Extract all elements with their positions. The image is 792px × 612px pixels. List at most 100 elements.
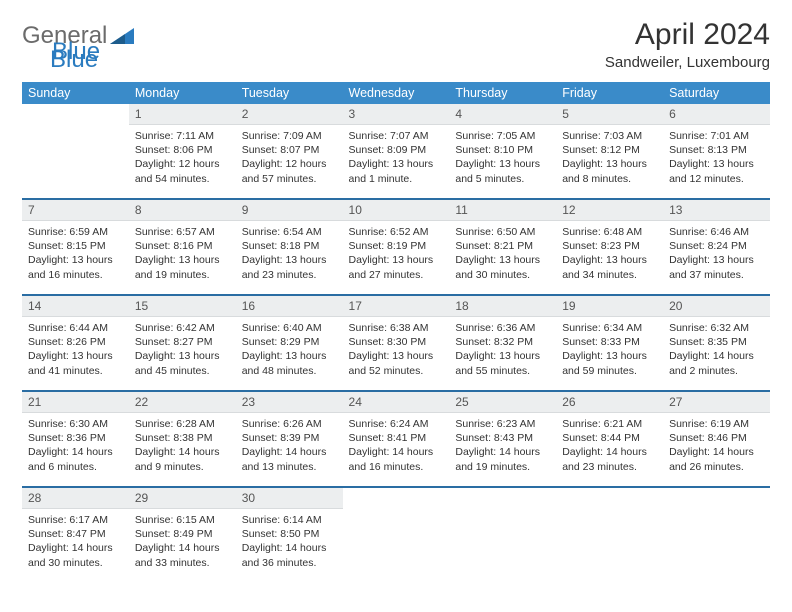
sunset-text: Sunset: 8:36 PM: [28, 431, 123, 445]
day-number: 22: [129, 392, 236, 413]
sunset-text: Sunset: 8:30 PM: [349, 335, 444, 349]
daylight-text: Daylight: 13 hours and 37 minutes.: [669, 253, 764, 281]
day-number: 3: [343, 104, 450, 125]
daylight-text: Daylight: 14 hours and 9 minutes.: [135, 445, 230, 473]
calendar-day-cell: 10Sunrise: 6:52 AMSunset: 8:19 PMDayligh…: [343, 200, 450, 295]
day-body: Sunrise: 6:54 AMSunset: 8:18 PMDaylight:…: [236, 221, 343, 284]
sunset-text: Sunset: 8:21 PM: [455, 239, 550, 253]
calendar-day-cell: 9Sunrise: 6:54 AMSunset: 8:18 PMDaylight…: [236, 200, 343, 295]
day-number: 24: [343, 392, 450, 413]
sunrise-text: Sunrise: 6:32 AM: [669, 321, 764, 335]
calendar-day-cell: [663, 488, 770, 582]
sunrise-text: Sunrise: 6:26 AM: [242, 417, 337, 431]
calendar-week-row: 28Sunrise: 6:17 AMSunset: 8:47 PMDayligh…: [22, 488, 770, 582]
sunrise-text: Sunrise: 6:14 AM: [242, 513, 337, 527]
day-number: 4: [449, 104, 556, 125]
calendar-day-cell: 18Sunrise: 6:36 AMSunset: 8:32 PMDayligh…: [449, 296, 556, 391]
daylight-text: Daylight: 14 hours and 23 minutes.: [562, 445, 657, 473]
day-number: 29: [129, 488, 236, 509]
day-number: 6: [663, 104, 770, 125]
calendar-day-cell: 26Sunrise: 6:21 AMSunset: 8:44 PMDayligh…: [556, 392, 663, 487]
day-number: 15: [129, 296, 236, 317]
day-number: 17: [343, 296, 450, 317]
sunrise-text: Sunrise: 6:40 AM: [242, 321, 337, 335]
sunrise-text: Sunrise: 6:23 AM: [455, 417, 550, 431]
calendar-day-cell: [449, 488, 556, 582]
calendar-week-row: 1Sunrise: 7:11 AMSunset: 8:06 PMDaylight…: [22, 104, 770, 199]
calendar-day-cell: 30Sunrise: 6:14 AMSunset: 8:50 PMDayligh…: [236, 488, 343, 582]
sunset-text: Sunset: 8:44 PM: [562, 431, 657, 445]
calendar-day-cell: 12Sunrise: 6:48 AMSunset: 8:23 PMDayligh…: [556, 200, 663, 295]
day-body: Sunrise: 7:05 AMSunset: 8:10 PMDaylight:…: [449, 125, 556, 188]
sunset-text: Sunset: 8:06 PM: [135, 143, 230, 157]
day-body: Sunrise: 6:23 AMSunset: 8:43 PMDaylight:…: [449, 413, 556, 476]
day-body: Sunrise: 6:52 AMSunset: 8:19 PMDaylight:…: [343, 221, 450, 284]
sunrise-text: Sunrise: 6:28 AM: [135, 417, 230, 431]
calendar-day-cell: 7Sunrise: 6:59 AMSunset: 8:15 PMDaylight…: [22, 200, 129, 295]
day-number: 21: [22, 392, 129, 413]
daylight-text: Daylight: 14 hours and 33 minutes.: [135, 541, 230, 569]
daylight-text: Daylight: 13 hours and 5 minutes.: [455, 157, 550, 185]
day-number: 5: [556, 104, 663, 125]
sunrise-text: Sunrise: 6:50 AM: [455, 225, 550, 239]
weekday-header: Saturday: [663, 82, 770, 104]
day-number: 19: [556, 296, 663, 317]
day-body: Sunrise: 6:14 AMSunset: 8:50 PMDaylight:…: [236, 509, 343, 572]
sunset-text: Sunset: 8:47 PM: [28, 527, 123, 541]
weekday-header: Friday: [556, 82, 663, 104]
daylight-text: Daylight: 13 hours and 27 minutes.: [349, 253, 444, 281]
weekday-header: Sunday: [22, 82, 129, 104]
day-body: Sunrise: 6:36 AMSunset: 8:32 PMDaylight:…: [449, 317, 556, 380]
daylight-text: Daylight: 13 hours and 19 minutes.: [135, 253, 230, 281]
daylight-text: Daylight: 13 hours and 34 minutes.: [562, 253, 657, 281]
day-body: Sunrise: 6:26 AMSunset: 8:39 PMDaylight:…: [236, 413, 343, 476]
sunrise-text: Sunrise: 6:57 AM: [135, 225, 230, 239]
daylight-text: Daylight: 13 hours and 45 minutes.: [135, 349, 230, 377]
calendar-header-row: SundayMondayTuesdayWednesdayThursdayFrid…: [22, 82, 770, 104]
sunset-text: Sunset: 8:18 PM: [242, 239, 337, 253]
day-body: Sunrise: 7:03 AMSunset: 8:12 PMDaylight:…: [556, 125, 663, 188]
day-number: 8: [129, 200, 236, 221]
calendar-day-cell: 14Sunrise: 6:44 AMSunset: 8:26 PMDayligh…: [22, 296, 129, 391]
sunrise-text: Sunrise: 7:01 AM: [669, 129, 764, 143]
day-body: Sunrise: 6:40 AMSunset: 8:29 PMDaylight:…: [236, 317, 343, 380]
sunset-text: Sunset: 8:09 PM: [349, 143, 444, 157]
daylight-text: Daylight: 12 hours and 54 minutes.: [135, 157, 230, 185]
daylight-text: Daylight: 13 hours and 1 minute.: [349, 157, 444, 185]
logo-triangle-icon: [110, 28, 134, 48]
day-body: Sunrise: 6:59 AMSunset: 8:15 PMDaylight:…: [22, 221, 129, 284]
sunset-text: Sunset: 8:35 PM: [669, 335, 764, 349]
daylight-text: Daylight: 13 hours and 12 minutes.: [669, 157, 764, 185]
sunset-text: Sunset: 8:27 PM: [135, 335, 230, 349]
calendar-day-cell: 25Sunrise: 6:23 AMSunset: 8:43 PMDayligh…: [449, 392, 556, 487]
weekday-header: Tuesday: [236, 82, 343, 104]
day-body: Sunrise: 6:15 AMSunset: 8:49 PMDaylight:…: [129, 509, 236, 572]
day-number: 13: [663, 200, 770, 221]
day-number: 20: [663, 296, 770, 317]
calendar-day-cell: 16Sunrise: 6:40 AMSunset: 8:29 PMDayligh…: [236, 296, 343, 391]
day-body: Sunrise: 6:24 AMSunset: 8:41 PMDaylight:…: [343, 413, 450, 476]
day-body: Sunrise: 6:38 AMSunset: 8:30 PMDaylight:…: [343, 317, 450, 380]
weekday-header: Thursday: [449, 82, 556, 104]
sunset-text: Sunset: 8:49 PM: [135, 527, 230, 541]
sunset-text: Sunset: 8:38 PM: [135, 431, 230, 445]
sunset-text: Sunset: 8:43 PM: [455, 431, 550, 445]
day-number: 16: [236, 296, 343, 317]
daylight-text: Daylight: 13 hours and 55 minutes.: [455, 349, 550, 377]
daylight-text: Daylight: 14 hours and 19 minutes.: [455, 445, 550, 473]
day-number: 18: [449, 296, 556, 317]
calendar-day-cell: 23Sunrise: 6:26 AMSunset: 8:39 PMDayligh…: [236, 392, 343, 487]
calendar-day-cell: 24Sunrise: 6:24 AMSunset: 8:41 PMDayligh…: [343, 392, 450, 487]
daylight-text: Daylight: 14 hours and 16 minutes.: [349, 445, 444, 473]
day-body: Sunrise: 6:34 AMSunset: 8:33 PMDaylight:…: [556, 317, 663, 380]
sunset-text: Sunset: 8:13 PM: [669, 143, 764, 157]
daylight-text: Daylight: 14 hours and 6 minutes.: [28, 445, 123, 473]
daylight-text: Daylight: 13 hours and 30 minutes.: [455, 253, 550, 281]
calendar-day-cell: 5Sunrise: 7:03 AMSunset: 8:12 PMDaylight…: [556, 104, 663, 199]
sunset-text: Sunset: 8:19 PM: [349, 239, 444, 253]
sunrise-text: Sunrise: 7:09 AM: [242, 129, 337, 143]
day-body: Sunrise: 6:30 AMSunset: 8:36 PMDaylight:…: [22, 413, 129, 476]
sunset-text: Sunset: 8:24 PM: [669, 239, 764, 253]
calendar-table: SundayMondayTuesdayWednesdayThursdayFrid…: [22, 82, 770, 582]
daylight-text: Daylight: 13 hours and 16 minutes.: [28, 253, 123, 281]
